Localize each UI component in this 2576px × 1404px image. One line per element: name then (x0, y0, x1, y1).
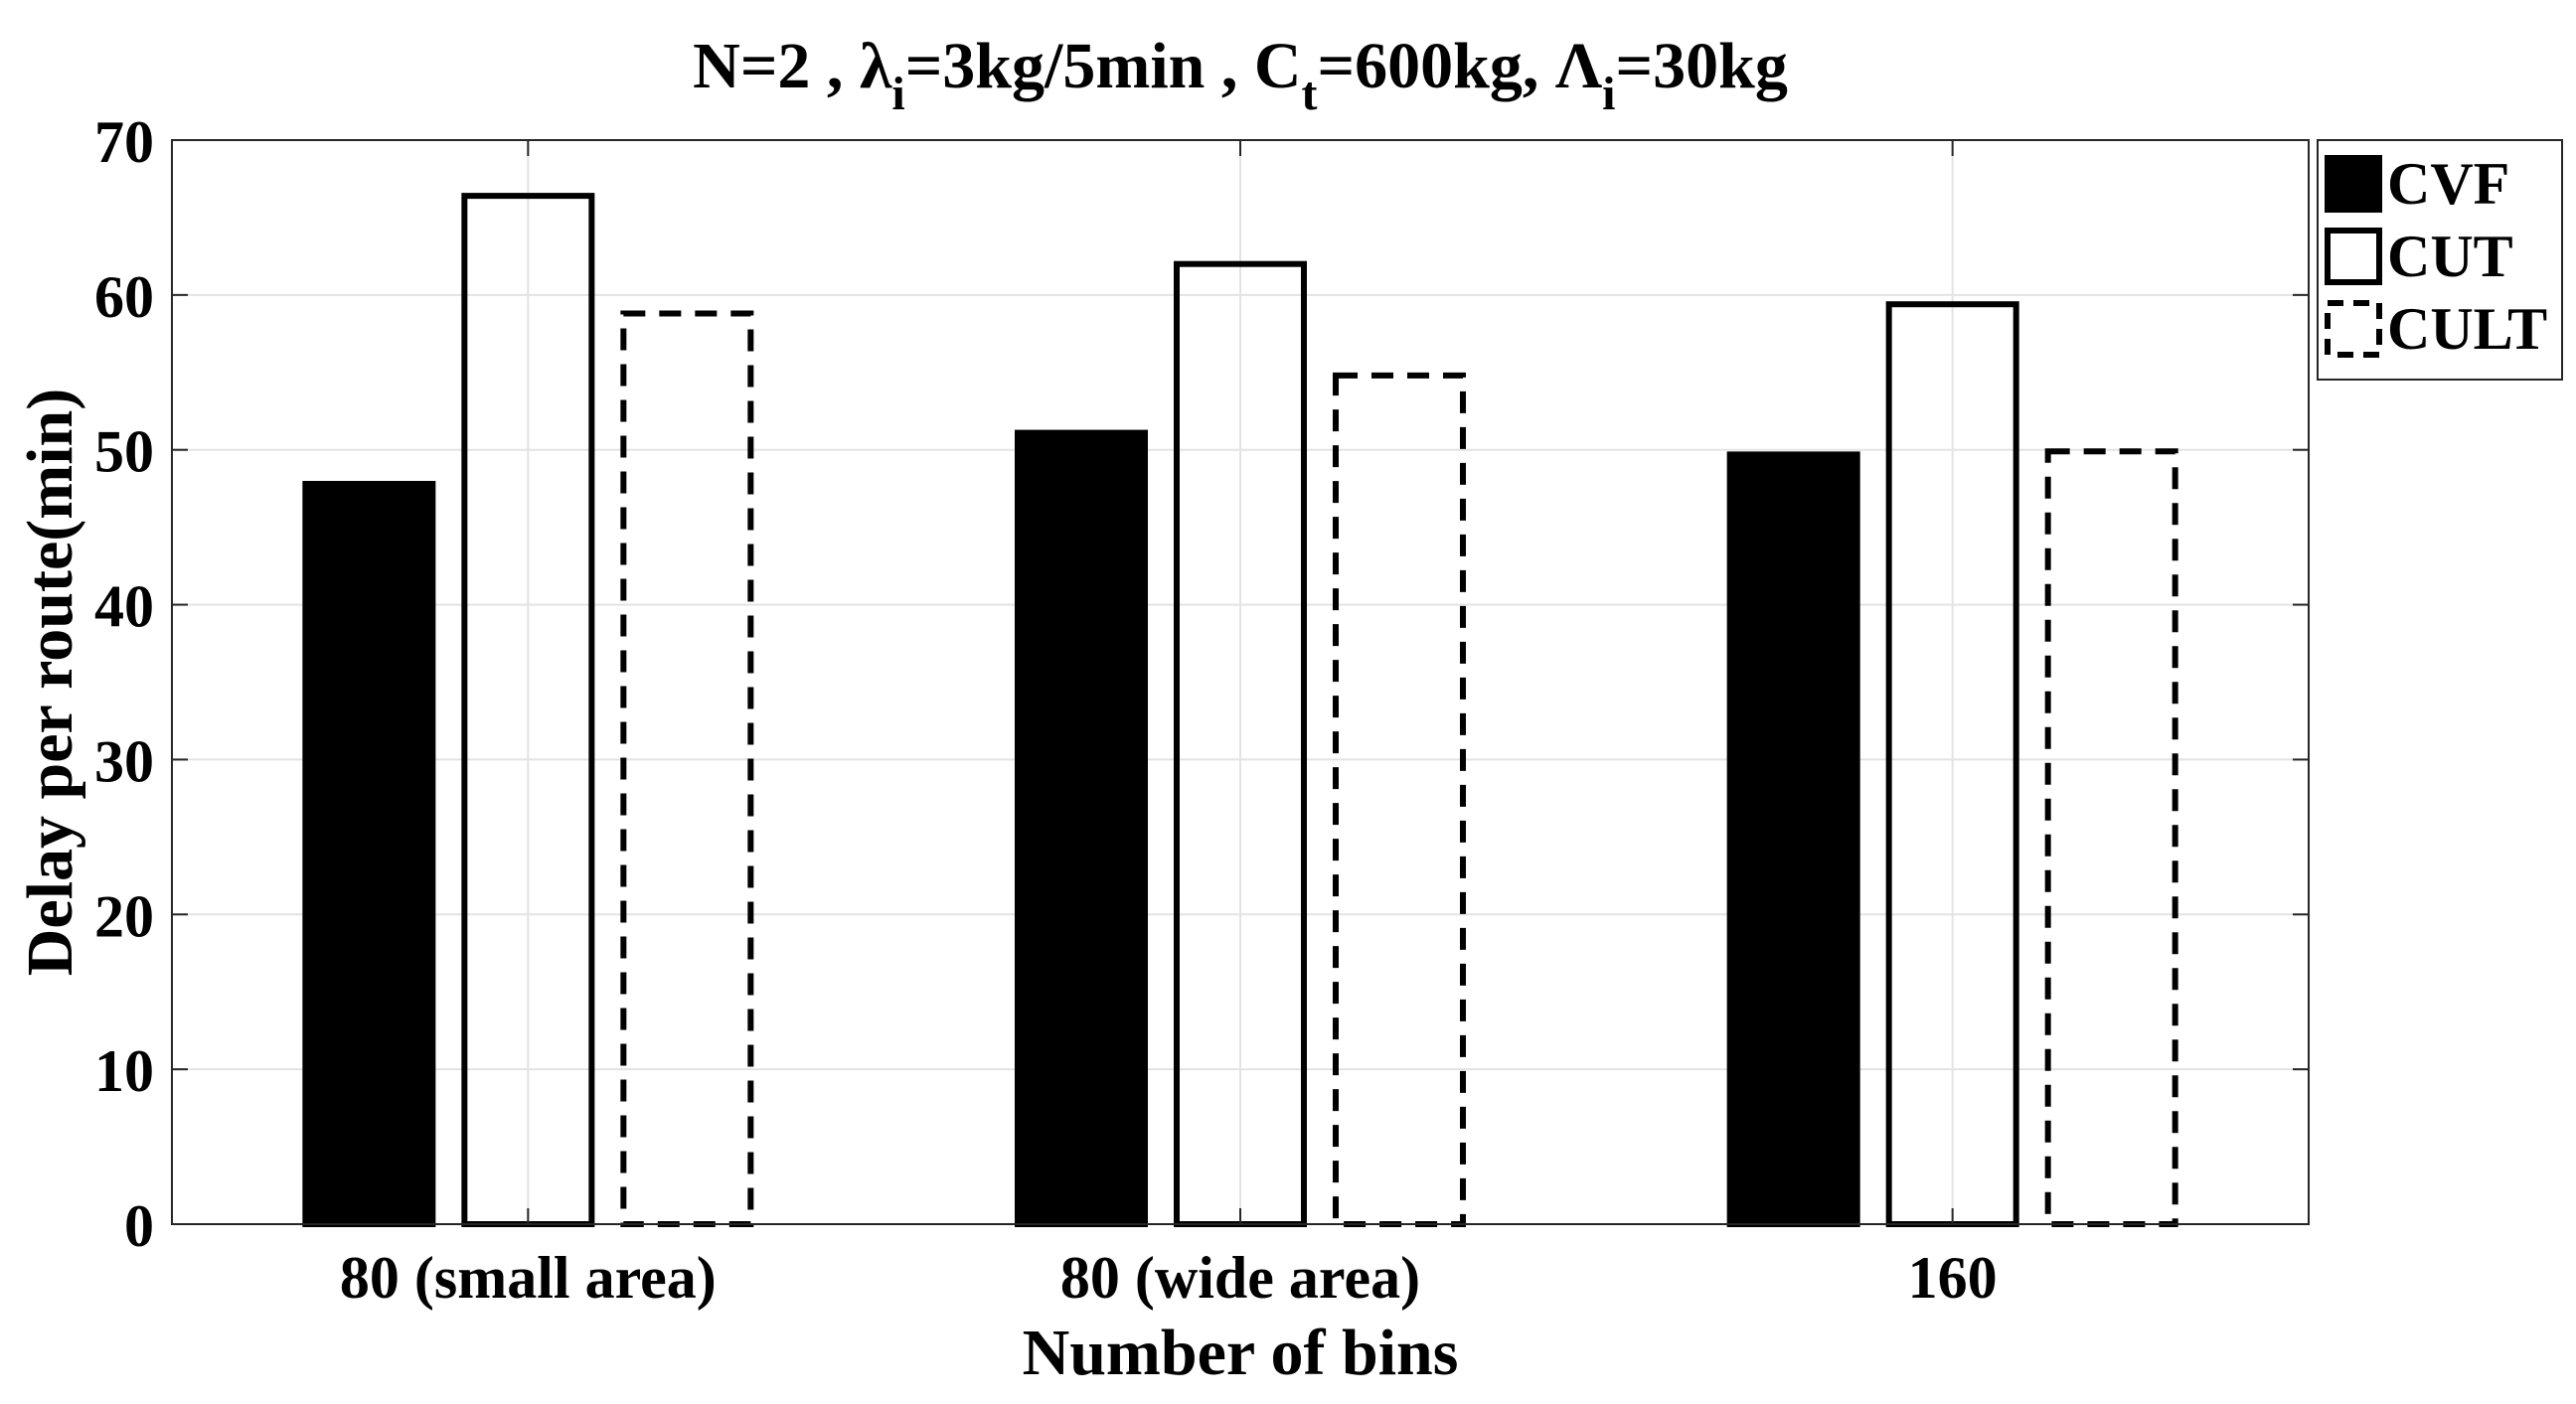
legend-swatch-cvf (2325, 155, 2382, 213)
legend-label-cut: CUT (2387, 224, 2513, 289)
chart-title: N=2 , λi=3kg/5min , Ct=600kg, Λi=30kg (693, 30, 1788, 120)
y-tick-label: 70 (94, 109, 154, 175)
title-part: λ (860, 30, 892, 102)
x-tick-label: 160 (1908, 1245, 1998, 1311)
y-tick-label: 10 (94, 1038, 154, 1104)
legend-swatch-cut (2325, 228, 2382, 285)
title-subscript: i (891, 68, 904, 120)
y-tick-label: 60 (94, 264, 154, 330)
bar-cvf (1726, 451, 1860, 1227)
grid-lines (172, 140, 2309, 1224)
y-tick-label: 0 (124, 1193, 154, 1259)
title-subscript: t (1302, 68, 1318, 120)
legend: CVF CUT CULT (2317, 139, 2563, 381)
y-tick-label: 50 (94, 419, 154, 485)
y-tick-label: 40 (94, 574, 154, 640)
bar-cult (2044, 448, 2178, 1228)
y-tick-label: 20 (94, 883, 154, 949)
title-part: N=2 , (693, 30, 860, 102)
legend-label-cvf: CVF (2387, 151, 2509, 217)
y-tick-label: 30 (94, 728, 154, 794)
title-part: =30kg (1616, 30, 1788, 102)
bar-cult (1333, 372, 1466, 1228)
tick-labels: 0 10 20 30 40 50 60 70 80 (small area) 80 (wide a… (94, 109, 1998, 1311)
x-tick-label: 80 (wide area) (1060, 1245, 1420, 1311)
x-tick-label: 80 (small area) (340, 1245, 717, 1311)
y-axis-label: Delay per route(min) (14, 389, 86, 976)
bar-cvf (302, 481, 436, 1227)
title-part: =600kg, Λ (1318, 30, 1603, 102)
axis-ticks (172, 139, 2309, 1225)
bar-cvf (1015, 429, 1148, 1227)
title-subscript: i (1602, 68, 1615, 120)
x-axis-label: Number of bins (1023, 1317, 1459, 1389)
legend-swatch-cult (2325, 300, 2382, 358)
bar-cult (620, 310, 754, 1227)
legend-label-cult: CULT (2387, 296, 2547, 362)
title-part: =3kg/5min , C (905, 30, 1302, 102)
